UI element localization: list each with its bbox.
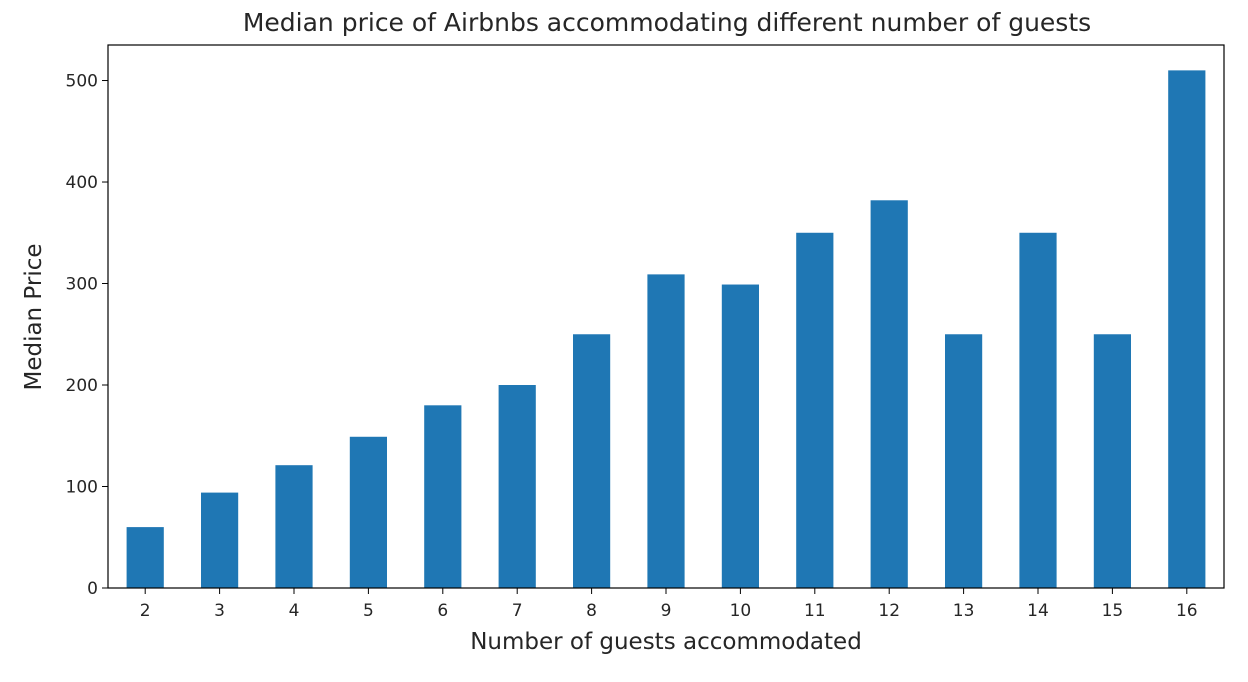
- chart-title: Median price of Airbnbs accommodating di…: [243, 8, 1091, 37]
- x-axis-ticks: 2 3 4 5 6 7 8 9 10 11 12 13 14 15 16: [140, 588, 1198, 621]
- y-axis-ticks: 0 100 200 300 400 500: [66, 72, 108, 599]
- x-tick-label: 6: [437, 601, 448, 621]
- x-tick-label: 3: [214, 601, 225, 621]
- bar-6: [424, 405, 462, 588]
- bars-group: [126, 70, 1206, 589]
- x-tick-label: 12: [878, 601, 900, 621]
- x-tick-label: 7: [512, 601, 523, 621]
- x-tick-label: 9: [661, 601, 672, 621]
- bar-13: [945, 334, 983, 588]
- x-tick-label: 4: [289, 601, 300, 621]
- bar-2: [126, 527, 164, 588]
- bar-11: [796, 232, 834, 588]
- x-tick-label: 11: [804, 601, 826, 621]
- y-tick-label: 100: [66, 478, 98, 498]
- y-tick-label: 500: [66, 72, 98, 92]
- x-tick-label: 16: [1176, 601, 1198, 621]
- plot-frame: [107, 44, 1225, 589]
- x-tick-label: 10: [730, 601, 752, 621]
- y-tick-label: 400: [66, 173, 98, 193]
- bar-10: [721, 284, 759, 588]
- x-tick-label: 15: [1102, 601, 1124, 621]
- bar-8: [573, 334, 611, 588]
- y-tick-label: 0: [87, 579, 98, 599]
- bar-15: [1093, 334, 1131, 588]
- bar-9: [647, 274, 685, 588]
- x-tick-label: 8: [586, 601, 597, 621]
- bar-12: [870, 200, 908, 589]
- x-tick-label: 14: [1027, 601, 1049, 621]
- y-axis-label: Median Price: [21, 243, 47, 390]
- bar-5: [349, 436, 387, 588]
- y-tick-label: 300: [66, 275, 98, 295]
- bar-7: [498, 385, 536, 588]
- bar-3: [201, 492, 239, 588]
- bar-16: [1168, 70, 1206, 588]
- bar-14: [1019, 232, 1057, 588]
- x-axis-label: Number of guests accommodated: [470, 629, 862, 655]
- x-tick-label: 5: [363, 601, 374, 621]
- y-tick-label: 200: [66, 376, 98, 396]
- x-tick-label: 13: [953, 601, 975, 621]
- x-tick-label: 2: [140, 601, 151, 621]
- bar-4: [275, 465, 313, 588]
